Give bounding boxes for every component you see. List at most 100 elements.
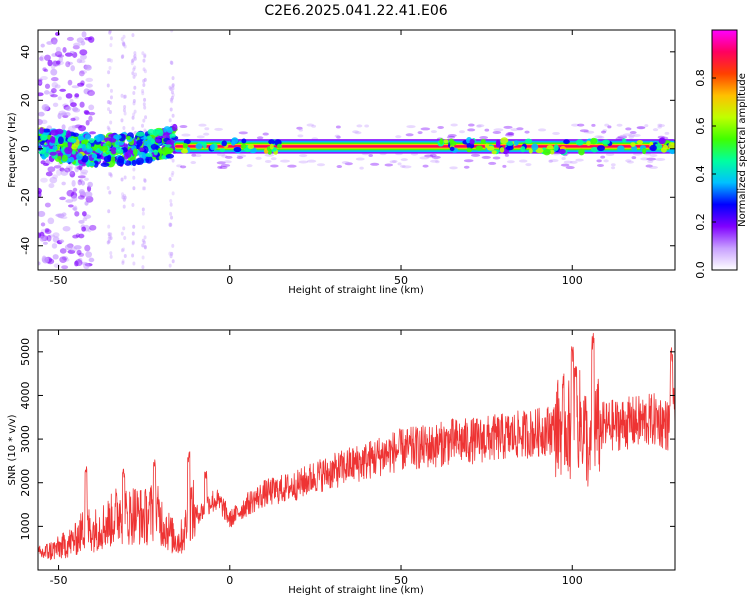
spectrogram-cell bbox=[86, 142, 92, 150]
spectrogram-noise-cell bbox=[141, 91, 145, 96]
spectrogram-cell bbox=[49, 151, 57, 156]
spectrogram-noise-cell bbox=[144, 115, 148, 120]
spectrogram-noise-cell bbox=[57, 96, 62, 101]
spectrogram-noise-cell bbox=[106, 83, 110, 88]
spectrogram-noise-cell bbox=[41, 103, 50, 111]
spectrogram-noise-cell bbox=[352, 130, 359, 134]
spectrogram-noise-cell bbox=[71, 194, 78, 202]
spectrogram-cell bbox=[658, 137, 666, 145]
spectrogram-cell bbox=[233, 146, 242, 153]
spectrogram-noise-cell bbox=[54, 84, 61, 89]
spectrogram-noise-cell bbox=[52, 39, 58, 45]
spectrogram-cell bbox=[491, 150, 497, 155]
spectrogram-noise-cell bbox=[123, 44, 127, 49]
spectrogram-noise-cell bbox=[88, 115, 93, 122]
spectrogram-x-tick-label: 100 bbox=[562, 274, 583, 287]
spectrogram-noise-cell bbox=[88, 257, 95, 263]
spectrogram-noise-cell bbox=[368, 153, 374, 157]
spectrogram-cell bbox=[150, 143, 159, 150]
spectrogram-noise-cell bbox=[76, 249, 82, 256]
spectrogram-noise-cell bbox=[122, 125, 126, 130]
spectrogram-noise-cell bbox=[109, 236, 113, 241]
spectrogram-noise-cell bbox=[59, 256, 67, 264]
spectrogram-noise-cell bbox=[417, 131, 423, 135]
spectrogram-cell bbox=[649, 144, 657, 152]
spectrogram-noise-cell bbox=[80, 40, 86, 46]
spectrogram-noise-cell bbox=[88, 104, 95, 111]
spectrogram-noise-cell bbox=[569, 160, 578, 164]
spectrogram-noise-cell bbox=[38, 79, 43, 86]
spectrogram-noise-cell bbox=[171, 93, 175, 98]
spectrogram-cell bbox=[147, 128, 156, 136]
spectrogram-noise-cell bbox=[109, 58, 113, 63]
spectrogram-noise-cell bbox=[171, 243, 175, 248]
spectrogram-noise-cell bbox=[67, 204, 74, 208]
spectrogram-noise-cell bbox=[657, 125, 662, 129]
spectrogram-noise-cell bbox=[88, 36, 95, 43]
spectrogram-noise-cell bbox=[400, 158, 408, 162]
spectrogram-noise-cell bbox=[629, 131, 637, 135]
spectrogram-noise-cell bbox=[236, 154, 247, 158]
spectrogram-noise-cell bbox=[625, 127, 632, 131]
spectrogram-noise-cell bbox=[132, 54, 136, 59]
spectrogram-noise-cell bbox=[38, 78, 43, 82]
spectrogram-noise-cell bbox=[619, 134, 627, 138]
spectrogram-noise-cell bbox=[171, 170, 175, 175]
spectrogram-noise-cell bbox=[563, 160, 573, 164]
colorbar-tick-label: 0.2 bbox=[694, 213, 707, 231]
spectrogram-cell bbox=[449, 146, 455, 152]
snr-y-label: SNR (10 * v/v) bbox=[7, 414, 18, 485]
spectrogram-noise-cell bbox=[141, 123, 145, 128]
spectrogram-noise-cell bbox=[70, 102, 77, 108]
spectrogram-cell bbox=[67, 137, 76, 143]
snr-y-ticks: 1000 2000 3000 4000 5000 bbox=[19, 338, 675, 540]
spectrogram-noise-cell bbox=[108, 234, 112, 239]
spectrogram-noise-cell bbox=[89, 131, 96, 135]
spectrogram-cell bbox=[72, 132, 79, 137]
spectrogram-cell bbox=[95, 133, 105, 142]
spectrogram-noise-cell bbox=[143, 53, 147, 58]
spectrogram-noise-cell bbox=[504, 153, 509, 157]
spectrogram-noise-cell bbox=[109, 120, 113, 125]
spectrogram-noise-cell bbox=[143, 186, 147, 191]
spectrogram-cell bbox=[110, 146, 117, 155]
spectrogram-noise-cell bbox=[356, 124, 363, 128]
spectrogram-noise-cell bbox=[106, 58, 110, 63]
spectrogram-noise-cell bbox=[548, 159, 554, 163]
spectrogram-noise-cell bbox=[628, 134, 636, 138]
spectrogram-noise-cell bbox=[108, 57, 112, 62]
spectrogram-noise-cell bbox=[170, 90, 174, 95]
spectrogram-noise-cell bbox=[507, 131, 514, 135]
spectrogram-cell bbox=[546, 145, 554, 150]
spectrogram-noise-cell bbox=[579, 129, 589, 133]
spectrogram-noise-cell bbox=[123, 253, 127, 258]
spectrogram-noise-cell bbox=[605, 152, 615, 156]
spectrogram-noise-cell bbox=[70, 117, 76, 122]
spectrogram-noise-cell bbox=[72, 234, 79, 239]
spectrogram-noise-cell bbox=[120, 55, 124, 60]
spectrogram-noise-cell bbox=[108, 66, 112, 71]
spectrogram-noise-cell bbox=[108, 100, 112, 105]
spectrogram-noise-cell bbox=[83, 88, 90, 95]
spectrogram-noise-cell bbox=[171, 113, 175, 118]
spectrogram-noise-cell bbox=[236, 156, 244, 160]
spectrogram-noise-cell bbox=[298, 128, 304, 132]
spectrogram-noise-cell bbox=[80, 80, 85, 86]
spectrogram-cell bbox=[57, 136, 64, 145]
spectrogram-noise-cell bbox=[66, 36, 74, 42]
spectrogram-noise-cell bbox=[122, 226, 126, 231]
spectrogram-noise-cell bbox=[355, 157, 365, 161]
spectrogram-cell bbox=[531, 143, 539, 151]
spectrogram-noise-cell bbox=[476, 124, 482, 128]
spectrogram-noise-cell bbox=[640, 157, 650, 161]
spectrogram-noise-cell bbox=[419, 156, 430, 160]
spectrogram-noise-cell bbox=[107, 99, 111, 104]
spectrogram-y-tick-label: 0 bbox=[19, 145, 32, 152]
spectrogram-noise-cell bbox=[132, 101, 136, 106]
spectrogram-noise-cell bbox=[71, 85, 80, 89]
spectrogram-noise-cell bbox=[69, 170, 76, 178]
spectrogram-cell bbox=[145, 152, 153, 158]
spectrogram-cell bbox=[113, 134, 122, 140]
spectrogram-noise-cell bbox=[631, 156, 637, 160]
spectrogram-noise-cell bbox=[73, 245, 82, 250]
